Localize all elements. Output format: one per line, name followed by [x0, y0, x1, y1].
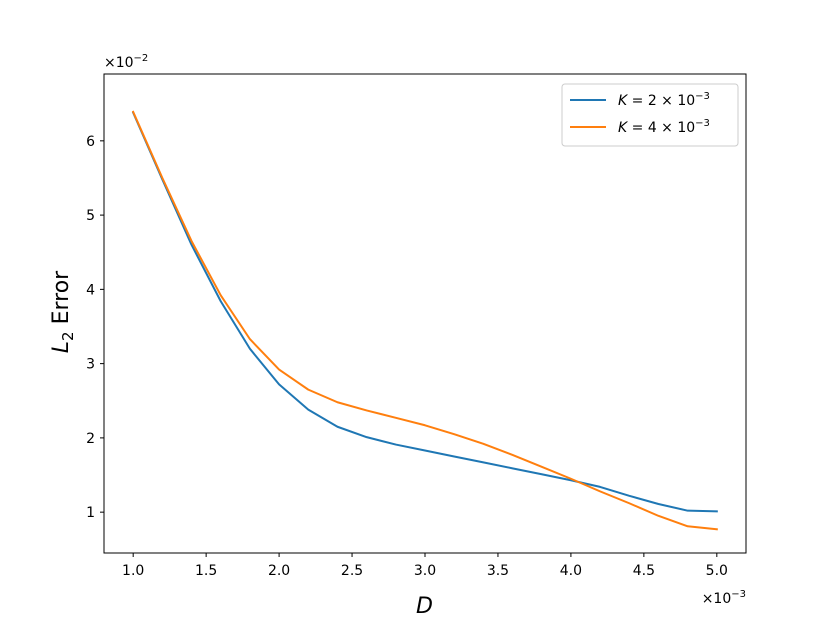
legend-label-series-2-mid: = 4 × 10 — [627, 120, 695, 136]
x-tick-label: 1.0 — [122, 563, 144, 579]
legend: K = 2 × 10−3 K = 4 × 10−3 — [561, 83, 739, 147]
y-axis: 1 2 3 4 5 6 — [86, 134, 104, 521]
x-tick-label: 2.0 — [268, 563, 290, 579]
y-tick-label: 5 — [86, 208, 95, 224]
series-line-2 — [131, 110, 718, 531]
y-tick-label: 1 — [86, 505, 95, 521]
x-tick-label: 2.5 — [341, 563, 363, 579]
y-axis-label-sub: 2 — [59, 331, 77, 341]
x-tick-label: 1.5 — [195, 563, 217, 579]
y-axis-label-rest: Error — [49, 270, 74, 332]
x-axis: 1.0 1.5 2.0 2.5 3.0 3.5 4.0 4.5 5.0 — [122, 553, 728, 579]
legend-label-series-2-var: K — [618, 120, 629, 136]
y-tick-label: 3 — [86, 357, 95, 373]
legend-label-series-2: K = 4 × 10−3 — [618, 118, 710, 136]
y-tick-label: 6 — [86, 134, 95, 150]
legend-label-series-1-var: K — [618, 93, 629, 109]
y-offset-base: ×10 — [104, 55, 134, 71]
x-tick-label: 4.5 — [633, 563, 655, 579]
y-axis-label: L2 Error — [49, 270, 77, 353]
x-axis-offset-label: ×10−3 — [702, 589, 746, 607]
x-tick-label: 5.0 — [706, 563, 728, 579]
y-tick-label: 2 — [86, 431, 95, 447]
x-offset-exp: −3 — [731, 589, 746, 600]
y-axis-offset-label: ×10−2 — [104, 53, 148, 71]
x-tick-label: 3.0 — [414, 563, 436, 579]
y-tick-label: 4 — [86, 282, 95, 298]
plot-area — [131, 110, 718, 531]
y-axis-label-main: L — [49, 341, 74, 353]
x-offset-base: ×10 — [702, 591, 732, 607]
series-line-1 — [131, 111, 718, 513]
x-axis-label: D — [416, 594, 433, 619]
legend-label-series-1-exp: −3 — [695, 91, 710, 102]
plot-frame — [103, 73, 747, 554]
x-tick-label: 3.5 — [487, 563, 509, 579]
x-tick-label: 4.0 — [560, 563, 582, 579]
legend-label-series-1-mid: = 2 × 10 — [627, 93, 695, 109]
legend-label-series-2-exp: −3 — [695, 118, 710, 129]
y-offset-exp: −2 — [134, 53, 149, 64]
legend-label-series-1: K = 2 × 10−3 — [618, 91, 710, 109]
